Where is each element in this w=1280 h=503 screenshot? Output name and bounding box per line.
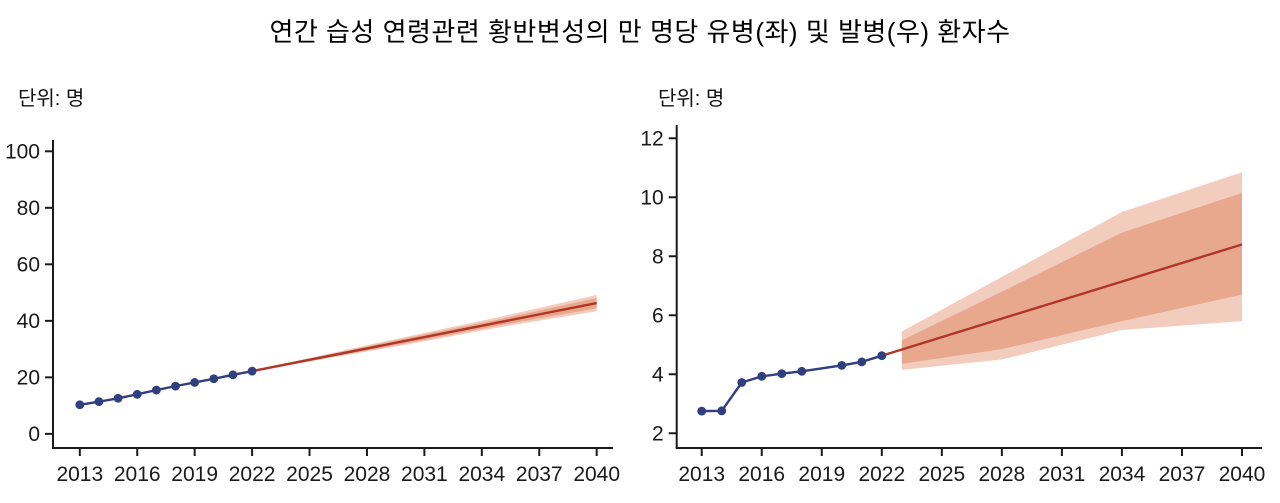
projection-line	[251, 301, 597, 373]
observed-line	[79, 369, 253, 406]
data-point	[151, 385, 161, 395]
data-point	[717, 406, 727, 416]
x-tick-label: 2013	[56, 463, 103, 486]
y-tick-label: 20	[17, 366, 40, 389]
x-tick-label: 2016	[738, 463, 785, 486]
y-tick-label: 100	[5, 140, 40, 163]
data-point	[877, 351, 887, 361]
x-tick-label: 2019	[171, 463, 218, 486]
y-tick-label: 4	[652, 363, 664, 386]
data-point	[857, 357, 867, 367]
data-point	[697, 406, 707, 416]
x-tick-label: 2040	[1219, 463, 1266, 486]
y-tick-label: 8	[652, 245, 664, 268]
data-point	[228, 370, 238, 380]
x-tick-label: 2028	[979, 463, 1026, 486]
x-tick-label: 2016	[114, 463, 161, 486]
x-tick-label: 2031	[401, 463, 448, 486]
data-point	[171, 381, 180, 391]
x-tick-label: 2022	[229, 463, 276, 486]
x-tick-label: 2037	[516, 463, 563, 486]
x-tick-label: 2013	[678, 463, 725, 486]
prevalence-chart: 2013 2016 2019 2022 2025 2028 2031 2034 2037 2040…	[5, 140, 620, 486]
data-point	[837, 361, 847, 370]
y-tick-label: 60	[17, 253, 40, 276]
data-point	[209, 374, 219, 384]
y-tick-label: 6	[652, 304, 664, 327]
x-tick-label: 2022	[858, 463, 905, 486]
x-tick-label: 2019	[798, 463, 845, 486]
data-point	[190, 378, 200, 387]
data-point	[94, 397, 104, 407]
y-tick-label: 12	[640, 127, 663, 150]
x-tick-label: 2034	[458, 463, 505, 486]
figure-title: 연간 습성 연령관련 황반변성의 만 명당 유병(좌) 및 발병(우) 환자수	[269, 17, 1011, 47]
data-point	[777, 369, 787, 379]
y-tick-label: 80	[17, 197, 40, 220]
observed-line	[701, 354, 883, 413]
unit-label-right: 단위: 명	[658, 88, 725, 110]
data-point	[132, 389, 142, 399]
data-point	[797, 366, 807, 376]
x-tick-label: 2028	[344, 463, 391, 486]
data-point	[113, 393, 123, 403]
x-tick-label: 2025	[918, 463, 965, 486]
data-point	[247, 366, 257, 376]
inner-confidence-band	[901, 192, 1242, 364]
y-tick-label: 10	[640, 186, 663, 209]
y-tick-label: 40	[17, 310, 40, 333]
x-tick-label: 2040	[573, 463, 620, 486]
data-point	[75, 400, 85, 410]
projection-line	[881, 243, 1243, 357]
unit-label-left: 단위: 명	[18, 88, 85, 110]
x-tick-label: 2037	[1159, 463, 1206, 486]
x-tick-label: 2025	[286, 463, 333, 486]
incidence-chart: 2013 2016 2019 2022 2025 2028 2031 2034 2037 2040…	[640, 125, 1266, 486]
y-tick-label: 0	[28, 423, 40, 446]
data-point	[757, 371, 767, 381]
x-tick-label: 2031	[1039, 463, 1086, 486]
y-tick-label: 2	[652, 422, 664, 445]
data-point	[737, 378, 747, 387]
x-tick-label: 2034	[1099, 463, 1146, 486]
